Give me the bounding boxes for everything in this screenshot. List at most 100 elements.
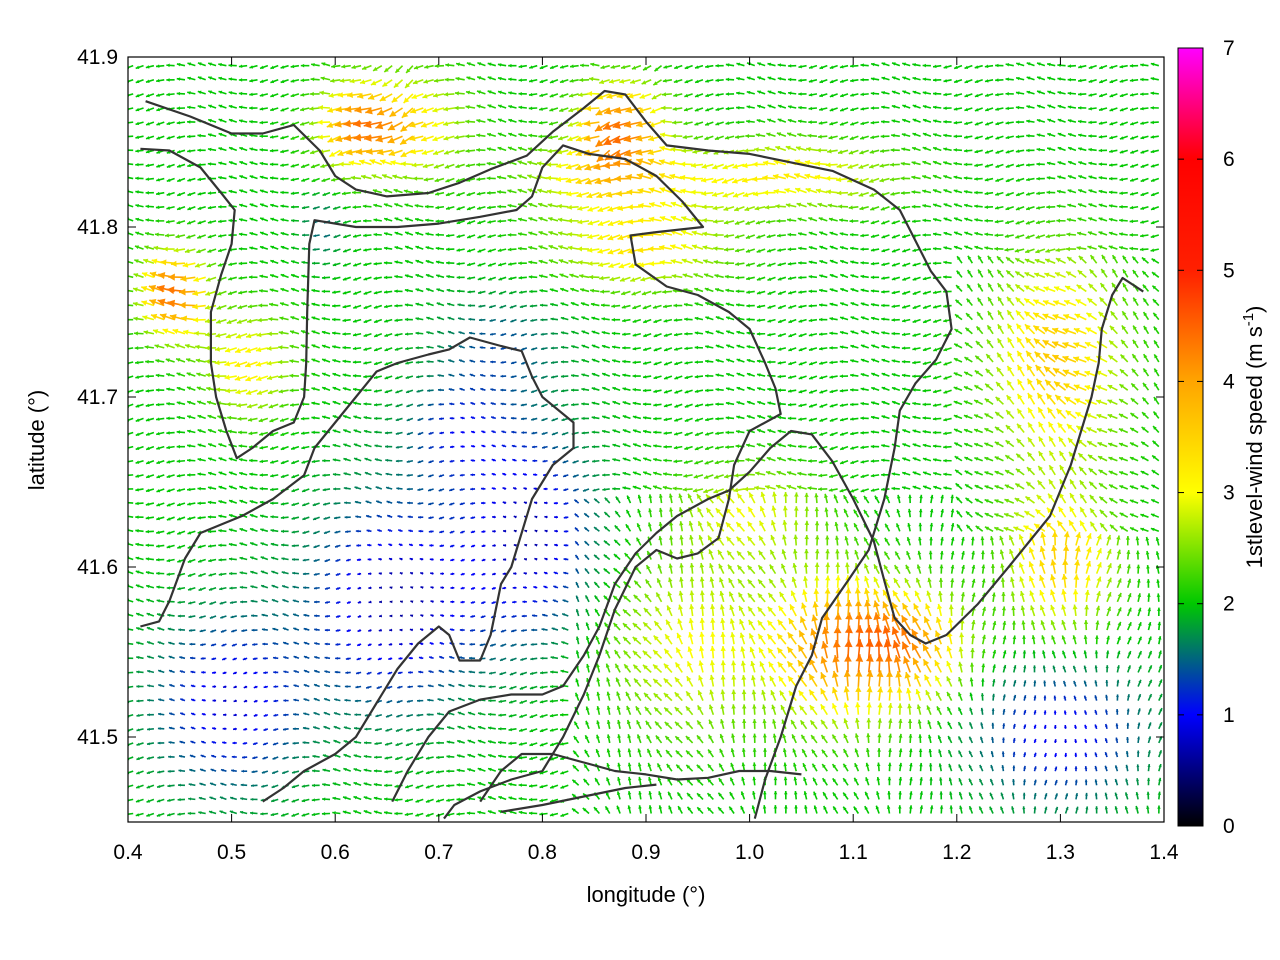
wind-arrow xyxy=(989,806,994,814)
wind-arrow xyxy=(718,777,725,786)
wind-arrow xyxy=(752,776,757,786)
wind-arrow xyxy=(528,797,538,802)
wind-arrow xyxy=(593,806,600,815)
wind-arrow xyxy=(1125,764,1129,772)
wind-arrow xyxy=(1012,765,1016,772)
wind-arrow xyxy=(1104,792,1108,800)
wind-arrow xyxy=(959,805,963,814)
wind-arrow xyxy=(813,791,818,800)
wind-arrow xyxy=(638,805,642,814)
wind-arrow xyxy=(1114,765,1119,772)
wind-arrow xyxy=(928,763,933,772)
wind-arrow xyxy=(249,811,258,815)
wind-arrow xyxy=(627,805,632,814)
wind-arrow xyxy=(383,811,393,815)
wind-arrow xyxy=(617,762,621,772)
wind-arrow xyxy=(394,798,403,802)
wind-arrow xyxy=(508,782,517,787)
wind-arrow xyxy=(177,812,186,816)
wind-arrow xyxy=(1075,792,1079,800)
wind-arrow xyxy=(353,810,362,815)
wind-arrow xyxy=(740,805,746,814)
wind-arrow xyxy=(812,777,818,786)
wind-arrow xyxy=(560,812,569,817)
wind-arrow xyxy=(773,776,778,786)
wind-arrow xyxy=(446,798,455,802)
wind-arrow xyxy=(280,812,289,817)
wind-arrow xyxy=(384,770,393,774)
wind-arrow xyxy=(898,776,903,786)
wind-arrow xyxy=(627,790,632,800)
wind-arrow xyxy=(583,763,590,772)
wind-arrow xyxy=(528,784,538,788)
wind-arrow xyxy=(658,791,663,800)
wind-arrow xyxy=(648,805,653,814)
wind-arrow xyxy=(363,796,372,801)
wind-arrow xyxy=(549,784,559,789)
wind-arrow xyxy=(919,777,923,786)
wind-arrow xyxy=(404,812,414,817)
wind-arrow xyxy=(594,777,601,786)
wind-arrow xyxy=(220,782,227,787)
wind-arrow xyxy=(706,792,714,800)
wind-arrow xyxy=(637,762,642,772)
wind-arrow xyxy=(1033,806,1037,814)
wind-arrow xyxy=(518,797,527,801)
wind-arrow xyxy=(939,791,943,800)
wind-arrow xyxy=(332,767,341,772)
wind-arrow xyxy=(763,790,767,800)
wind-arrow xyxy=(583,778,590,786)
wind-arrow xyxy=(342,810,351,815)
wind-arrow xyxy=(763,762,767,772)
wind-arrow xyxy=(518,810,528,815)
wind-arrow xyxy=(811,763,818,772)
wind-arrow xyxy=(783,776,788,786)
wind-arrow xyxy=(271,770,279,775)
wind-arrow xyxy=(1157,805,1161,814)
wind-arrow xyxy=(793,762,797,772)
wind-arrow xyxy=(425,770,434,775)
wind-arrow xyxy=(456,812,465,816)
wind-arrow xyxy=(177,783,186,787)
wind-arrow xyxy=(804,805,808,814)
wind-arrow xyxy=(301,784,310,788)
wind-arrow xyxy=(240,783,248,787)
wind-arrow xyxy=(425,812,434,818)
wind-arrow xyxy=(968,805,974,814)
wind-arrow xyxy=(571,807,580,815)
wind-arrow xyxy=(823,805,829,814)
wind-arrow xyxy=(864,791,870,800)
wind-arrow xyxy=(250,797,258,801)
wind-arrow xyxy=(978,806,984,814)
wind-arrow xyxy=(939,805,944,814)
wind-arrow xyxy=(948,777,953,786)
wind-arrow xyxy=(898,791,902,800)
wind-arrow xyxy=(231,769,237,773)
wind-arrow xyxy=(864,805,870,814)
wind-arrow xyxy=(741,762,746,772)
wind-arrow xyxy=(208,810,217,815)
wind-arrow xyxy=(146,756,155,760)
wind-arrow xyxy=(373,769,382,773)
wind-arrow xyxy=(794,805,798,814)
wind-arrow xyxy=(898,805,902,814)
wind-arrow xyxy=(784,805,788,814)
wind-arrow xyxy=(627,762,632,772)
wind-arrow xyxy=(1146,805,1150,814)
wind-arrow xyxy=(887,791,891,800)
wind-arrow xyxy=(1064,793,1069,800)
wind-arrow xyxy=(425,784,434,789)
wind-arrow xyxy=(887,762,892,772)
wind-arrow xyxy=(363,768,372,772)
wind-arrow xyxy=(353,781,362,787)
wind-arrow xyxy=(752,790,756,800)
wind-arrow xyxy=(549,770,559,775)
wind-arrow xyxy=(291,812,300,817)
wind-arrow xyxy=(707,778,714,786)
wind-arrow xyxy=(999,806,1005,814)
wind-arrow xyxy=(271,784,279,789)
wind-arrow xyxy=(1033,792,1037,800)
wind-arrow xyxy=(1054,793,1059,800)
wind-arrow xyxy=(696,806,704,815)
